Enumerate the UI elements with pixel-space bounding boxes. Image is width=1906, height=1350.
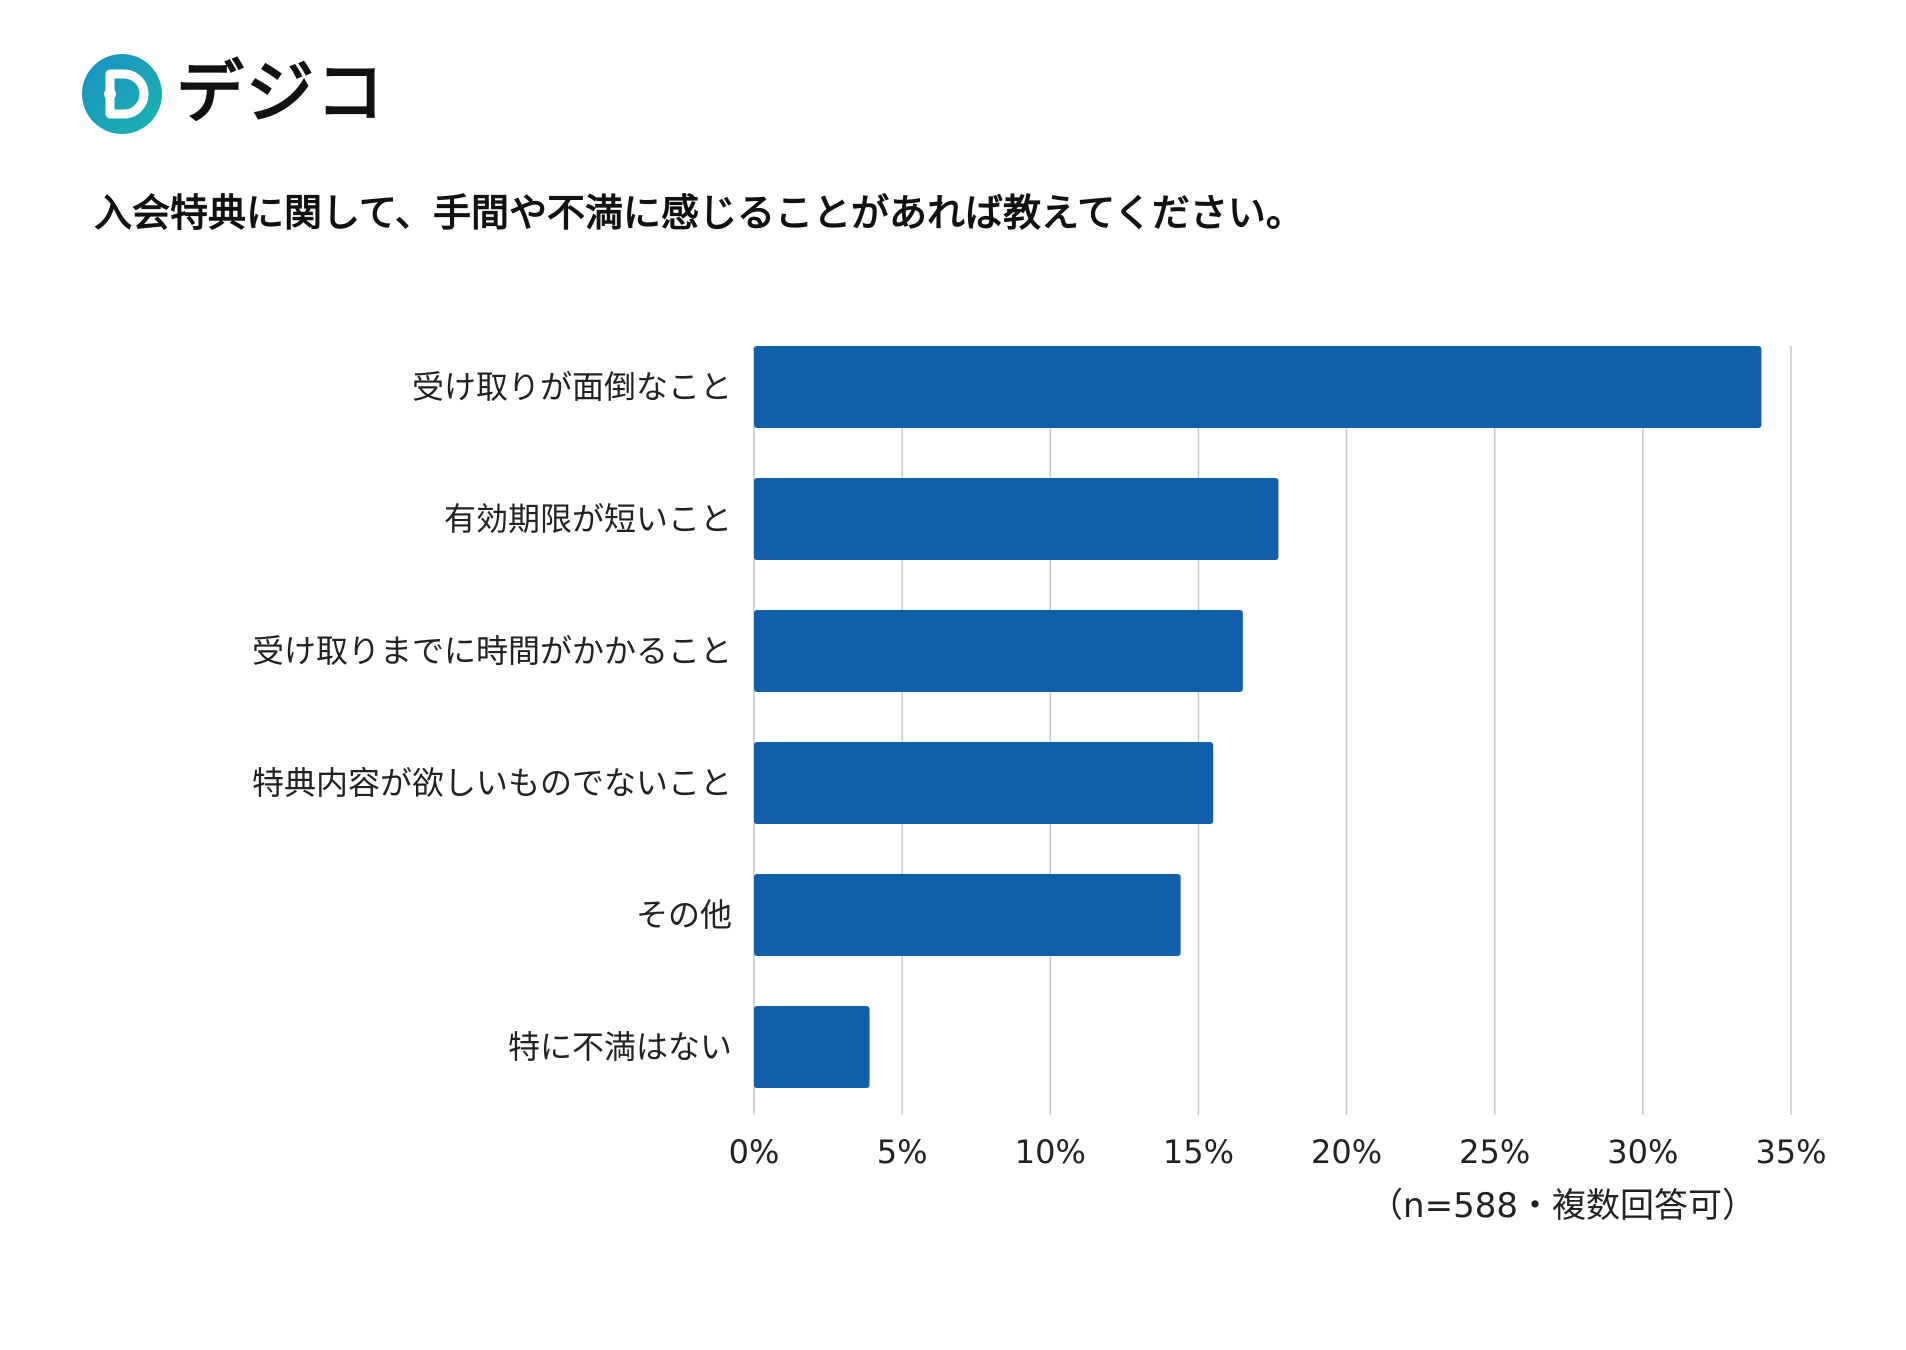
category-label: 受け取りまでに時間がかかること [252,632,732,670]
chart-title: 入会特典に関して、手間や不満に感じることがあれば教えてください。 [94,191,1304,235]
bar [754,478,1279,560]
bar [754,610,1243,692]
category-label: 特に不満はない [508,1028,732,1066]
brand-name: デジコ [176,54,387,133]
category-label: 受け取りが面倒なこと [412,368,732,406]
category-label: 特典内容が欲しいものでないこと [252,764,732,802]
category-label: 有効期限が短いこと [444,500,732,538]
x-tick-label: 15% [1163,1133,1234,1171]
bar [754,742,1214,824]
sample-note: （n=588・複数回答可） [1369,1186,1756,1226]
bar [754,346,1762,428]
x-tick-label: 20% [1311,1133,1382,1171]
x-tick-label: 0% [729,1133,780,1171]
bar [754,1006,870,1088]
x-tick-label: 35% [1755,1133,1826,1171]
x-tick-label: 5% [877,1133,928,1171]
x-tick-label: 25% [1459,1133,1530,1171]
x-tick-label: 10% [1015,1133,1086,1171]
x-tick-label: 30% [1607,1133,1678,1171]
brand-mark-icon [82,54,162,134]
brand-logo: デジコ [80,52,386,136]
bar [754,874,1181,956]
category-label: その他 [636,896,732,934]
